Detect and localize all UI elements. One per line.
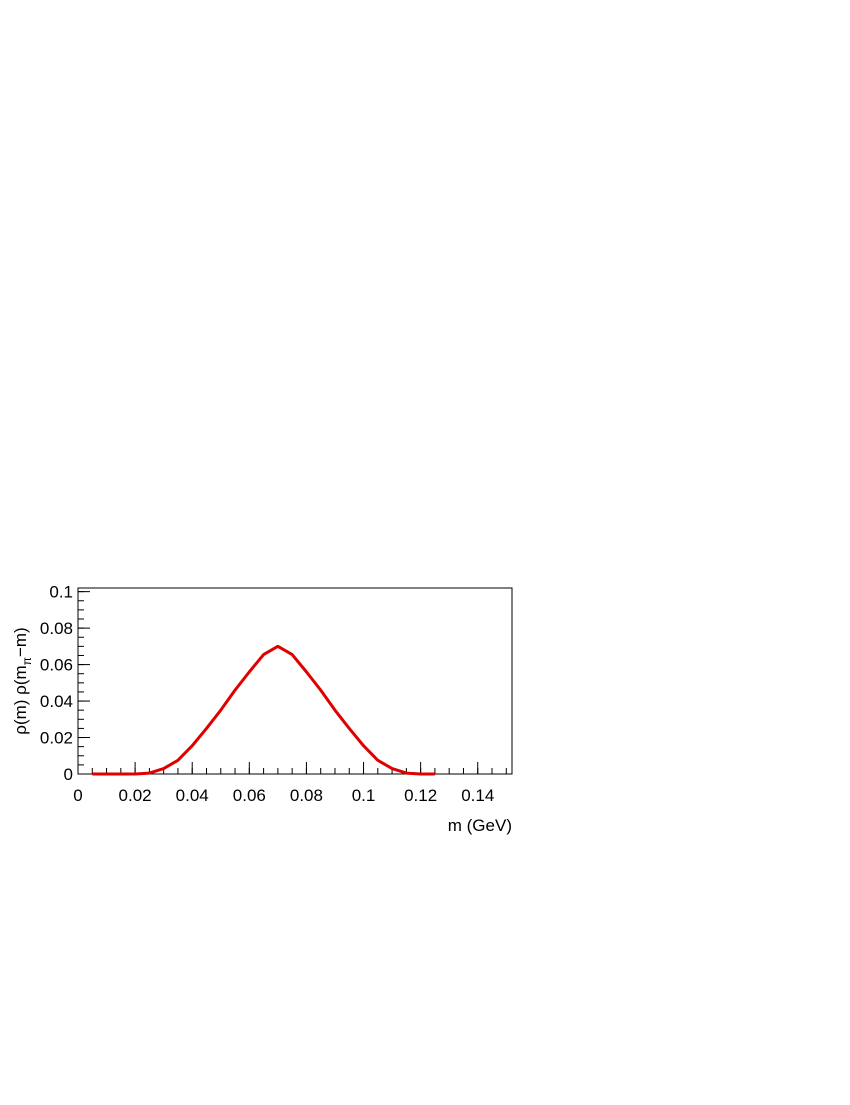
x-tick-label: 0.02 — [119, 786, 152, 805]
y-label-part: −m) — [11, 627, 30, 657]
y-label-part: ρ(m) ρ(m — [11, 665, 30, 734]
x-tick-label: 0 — [73, 786, 82, 805]
data-line — [92, 644, 435, 776]
x-tick-label: 0.1 — [352, 786, 376, 805]
x-tick-label: 0.12 — [404, 786, 437, 805]
y-tick-label: 0.02 — [40, 729, 73, 748]
y-axis-label: ρ(m) ρ(mπ−m) — [11, 627, 34, 734]
x-tick-label: 0.04 — [176, 786, 209, 805]
plot-frame — [77, 587, 513, 775]
y-tick-label: 0.1 — [49, 583, 73, 602]
x-tick-label: 0.06 — [233, 786, 266, 805]
y-tick-label: 0 — [64, 765, 73, 784]
y-label-sub: π — [20, 657, 34, 665]
y-tick-label: 0.04 — [40, 692, 73, 711]
y-tick-label: 0.06 — [40, 656, 73, 675]
x-tick-label: 0.08 — [290, 786, 323, 805]
x-tick-label: 0.14 — [461, 786, 494, 805]
x-axis-label: m (GeV) — [448, 816, 512, 835]
y-tick-label: 0.08 — [40, 619, 73, 638]
